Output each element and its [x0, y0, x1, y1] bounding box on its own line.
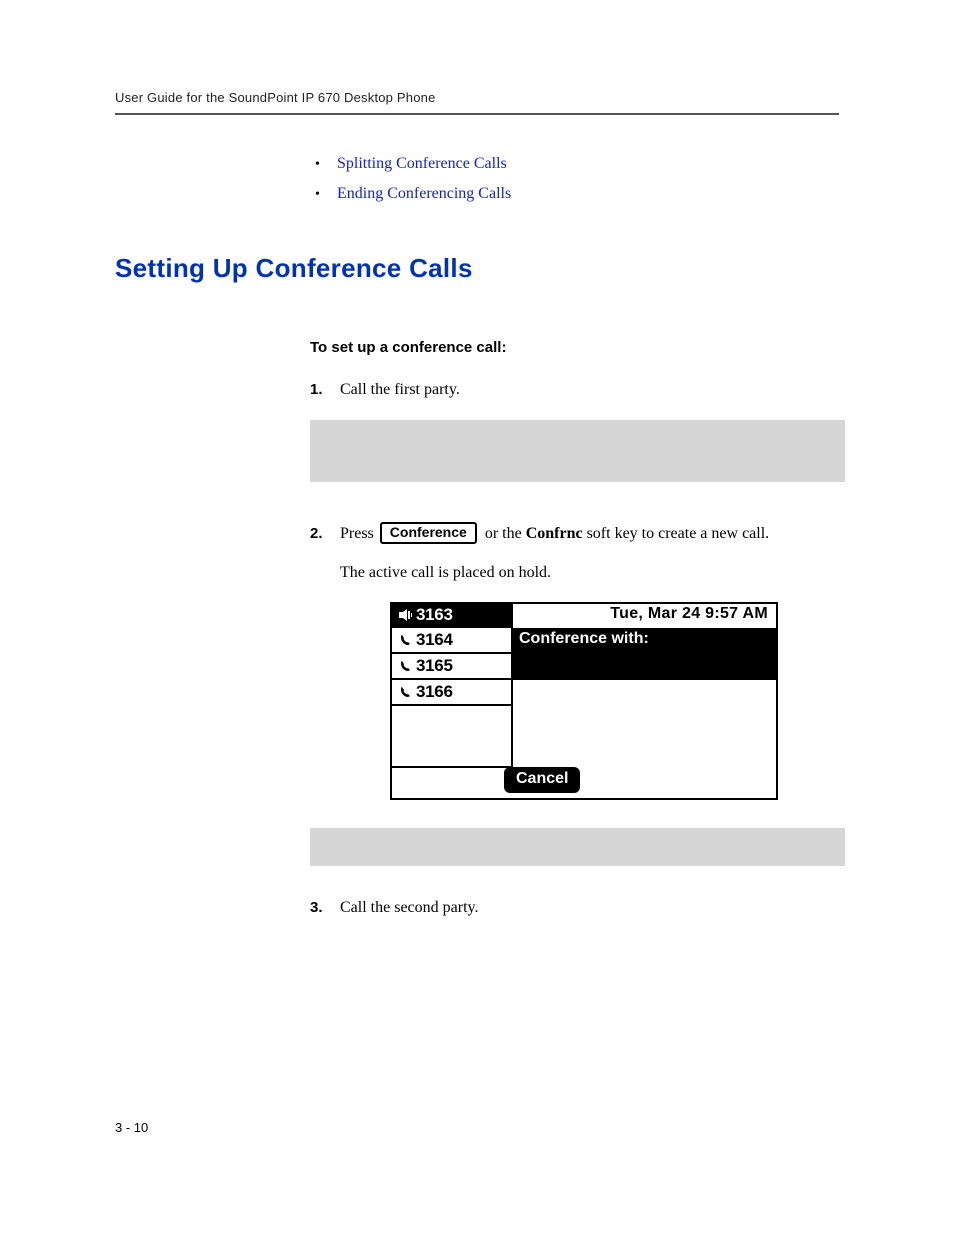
line-key-1: 3163: [390, 602, 513, 628]
line-key-4: 3166: [390, 680, 513, 706]
step-1: 1. Call the first party.: [310, 378, 839, 402]
step-3: 3. Call the second party.: [310, 896, 839, 920]
cancel-softkey[interactable]: Cancel: [504, 767, 580, 793]
phone-icon: [396, 686, 416, 698]
line-number: 3164: [416, 630, 453, 650]
section-heading: Setting Up Conference Calls: [115, 253, 839, 284]
step-2-continue: The active call is placed on hold.: [340, 564, 839, 582]
line-key-3: 3165: [390, 654, 513, 680]
line-empty: [390, 706, 513, 768]
confrnc-bold: Confrnc: [526, 525, 583, 542]
header-rule: [115, 113, 839, 115]
screen-body: [513, 680, 776, 768]
line-number: 3166: [416, 682, 453, 702]
conference-prompt: Conference with:: [513, 628, 776, 654]
bullet-icon: •: [315, 157, 337, 173]
text: or the: [485, 525, 526, 542]
conference-input[interactable]: [513, 654, 776, 678]
step-number: 2.: [310, 525, 340, 542]
page-header: User Guide for the SoundPoint IP 670 Des…: [115, 90, 839, 105]
link-list: • Splitting Conference Calls • Ending Co…: [315, 155, 839, 203]
step-number: 1.: [310, 381, 340, 398]
note-placeholder: [310, 420, 845, 482]
sub-heading: To set up a conference call:: [310, 339, 839, 356]
conference-key-icon: Conference: [380, 522, 477, 544]
line-key-2: 3164: [390, 628, 513, 654]
step-text: Call the second party.: [340, 896, 478, 920]
text: soft key to create a new call.: [583, 525, 770, 542]
step-number: 3.: [310, 899, 340, 916]
step-2: 2. Press Conference or the Confrnc soft …: [310, 522, 839, 546]
datetime: Tue, Mar 24 9:57 AM: [513, 602, 778, 628]
page-number: 3 - 10: [115, 1120, 148, 1135]
link-ending[interactable]: Ending Conferencing Calls: [337, 185, 511, 203]
line-number: 3163: [416, 605, 453, 625]
phone-icon: [396, 660, 416, 672]
bullet-icon: •: [315, 187, 337, 203]
step-text: Press Conference or the Confrnc soft key…: [340, 522, 769, 546]
speaker-icon: [396, 609, 416, 621]
link-splitting[interactable]: Splitting Conference Calls: [337, 155, 507, 173]
phone-screen: 3163 Tue, Mar 24 9:57 AM 3164 3165: [390, 602, 778, 800]
text: Press: [340, 525, 378, 542]
step-text: Call the first party.: [340, 378, 460, 402]
phone-icon: [396, 634, 416, 646]
line-number: 3165: [416, 656, 453, 676]
note-placeholder: [310, 828, 845, 866]
